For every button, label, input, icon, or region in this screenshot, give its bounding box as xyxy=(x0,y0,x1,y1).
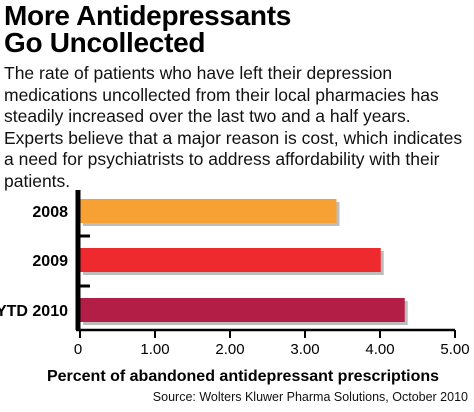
chart-title: More Antidepressants Go Uncollected xyxy=(4,0,470,58)
chart-description: The rate of patients who have left their… xyxy=(4,63,463,191)
x-tick-label: 1.00 xyxy=(140,341,169,358)
category-label: 2009 xyxy=(32,253,68,270)
x-tick-label: 3.00 xyxy=(290,341,319,358)
title-line-2: Go Uncollected xyxy=(4,27,206,58)
bar-2009 xyxy=(80,248,381,272)
x-tick-label: 4.00 xyxy=(365,341,394,358)
category-label: 2008 xyxy=(32,204,68,221)
title-line-1: More Antidepressants xyxy=(4,0,292,31)
x-axis-title: Percent of abandoned antidepressant pres… xyxy=(47,368,439,385)
x-tick-label: 5.00 xyxy=(440,341,469,358)
category-label: YTD 2010 xyxy=(0,303,68,320)
source-note: Source: Wolters Kluwer Pharma Solutions,… xyxy=(152,390,468,404)
bar-ytd-2010 xyxy=(80,298,405,322)
x-tick-label: 2.00 xyxy=(215,341,244,358)
bar-2008 xyxy=(80,199,337,223)
x-tick-label: 0 xyxy=(74,341,82,358)
